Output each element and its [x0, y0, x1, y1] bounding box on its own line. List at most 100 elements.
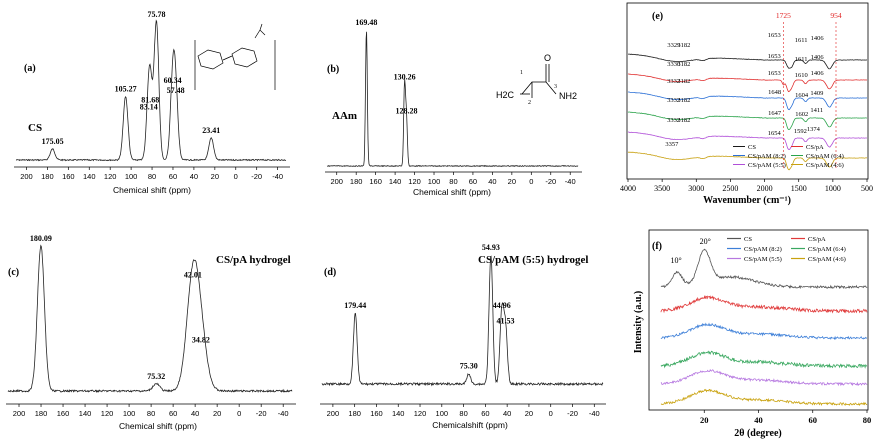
- x-tick-label: -20: [545, 177, 556, 186]
- x-tick-label: -40: [272, 172, 283, 181]
- panel-e-legend: CS CS/pA CS/pAM (8:2) CS/pAM (6:4) CS/pAM (5…: [733, 144, 844, 169]
- x-tick-label: 20: [211, 172, 219, 181]
- x-tick-label: 20: [700, 415, 709, 425]
- peak-label: 175.05: [42, 137, 64, 146]
- xrd-series-line: [660, 368, 868, 387]
- x-tick-label: 120: [408, 177, 421, 186]
- panel-b-nmr-aam: (b) AAm 200 180 160 140 120 100 80 60 40 20 0 -20 -4…: [325, 18, 582, 197]
- x-tick-label: 40: [191, 409, 199, 418]
- panel-a-nmr-cs: (a) CS 200 180 160 140 120 100 80 60 40 20 0 -20 -40…: [14, 10, 290, 195]
- peak-label: 44.96: [493, 301, 511, 310]
- panel-a-label: (a): [24, 63, 36, 74]
- peak-label: 57.48: [167, 86, 185, 95]
- panel-d-spectrum-line: [321, 255, 604, 387]
- legend-entry: CS/pAM (5:5): [744, 256, 782, 263]
- panel-b-label: (b): [327, 64, 339, 75]
- x-tick-label: 200: [327, 409, 340, 418]
- x-tick-label: 180: [348, 409, 361, 418]
- legend-entry: CS/pAM (6:4): [808, 246, 846, 253]
- panel-d-label: (d): [324, 267, 336, 278]
- ftir-band-label: 3182: [677, 97, 690, 104]
- peak-label: 130.26: [394, 72, 416, 81]
- legend-entry: CS/pAM (8:2): [744, 246, 782, 253]
- legend-entry: CS/pAM (4:6): [806, 162, 844, 169]
- panel-d-peak-labels: 179.44 75.30 54.93 44.96 41.53: [344, 243, 514, 371]
- panel-a-x-axis-title: Chemical shift (ppm): [113, 185, 191, 195]
- panel-e-label: (e): [652, 11, 663, 22]
- x-tick-label: 80: [147, 409, 155, 418]
- x-tick-label: 3500: [654, 184, 670, 193]
- panel-f-x-ticks: 20 40 60 80: [700, 410, 871, 425]
- legend-entry: CS/pAM (5:5): [748, 162, 786, 169]
- panel-f-peak-labels: 10° 20°: [671, 237, 711, 265]
- peak-label: 180.09: [30, 234, 52, 243]
- panel-c-peak-labels: 180.09 75.32 42.01 34.82: [30, 234, 210, 381]
- panel-e-x-axis-title: Wavenumber (cm⁻¹): [703, 195, 791, 206]
- panel-b-spectrum-line: [326, 31, 579, 168]
- x-tick-label: 60: [809, 415, 818, 425]
- acrylamide-structure-drawing: O NH2 H2C 1 2 3: [496, 53, 577, 106]
- x-tick-label: 500: [861, 184, 873, 193]
- panel-c-x-axis-title: Chemical shift (ppm): [119, 421, 197, 431]
- xrd-peak-label: 20°: [700, 237, 711, 246]
- x-tick-label: 20: [525, 409, 533, 418]
- x-tick-label: -20: [251, 172, 262, 181]
- x-tick-label: 120: [414, 409, 427, 418]
- ftir-band-label: 3332: [667, 117, 680, 124]
- struct-num-3: 3: [554, 84, 557, 90]
- panel-f-x-axis-title: 2θ (degree): [734, 428, 782, 439]
- ftir-band-label: 1611: [795, 56, 808, 63]
- chitosan-structure-drawing: [194, 23, 276, 90]
- x-tick-label: 120: [104, 172, 117, 181]
- panel-c-spectrum-line: [7, 244, 293, 394]
- ftir-band-label: 1592: [794, 128, 807, 135]
- x-tick-label: 40: [503, 409, 511, 418]
- peak-label: 54.93: [482, 243, 500, 252]
- x-tick-label: 100: [428, 177, 441, 186]
- struct-h2c-label: H2C: [496, 90, 515, 100]
- x-tick-label: 1000: [825, 184, 841, 193]
- ftir-highlight-label: 1725: [776, 11, 791, 20]
- legend-entry: CS/pAM (4:6): [808, 256, 846, 263]
- xrd-series-line: [660, 388, 868, 407]
- ftir-band-label: 1409: [810, 90, 823, 97]
- x-tick-label: 100: [125, 172, 138, 181]
- panel-f-xrd: (f) 20 40 60 80 2θ (degree) Intensity (a.u.…: [633, 229, 871, 439]
- x-tick-label: 2000: [757, 184, 773, 193]
- ftir-series-line: [628, 73, 868, 93]
- panel-d-x-axis-title: Chemicalshift (ppm): [432, 420, 508, 430]
- legend-entry: CS/pA: [808, 236, 826, 243]
- panel-a-sample-label: CS: [28, 122, 42, 134]
- x-tick-label: 180: [41, 172, 54, 181]
- ftir-band-label: 1653: [768, 70, 781, 77]
- x-tick-label: -20: [256, 409, 267, 418]
- panel-b-peak-labels: 169.48 130.26 128.28: [355, 18, 417, 115]
- panel-e-spectra: 1725 954: [627, 11, 868, 171]
- ftir-band-label: 3182: [677, 61, 690, 68]
- panel-b-sample-label: AAm: [332, 110, 357, 122]
- ftir-series-line: [628, 53, 868, 70]
- x-tick-label: 0: [234, 172, 238, 181]
- x-tick-label: 160: [370, 409, 383, 418]
- struct-num-1: 1: [520, 70, 523, 76]
- x-tick-label: 60: [169, 172, 177, 181]
- legend-entry: CS/pA: [806, 144, 824, 151]
- peak-label: 75.32: [147, 372, 165, 381]
- panel-f-y-axis-title: Intensity (a.u.): [633, 291, 644, 354]
- x-tick-label: 80: [459, 409, 467, 418]
- ftir-band-label: 3357: [665, 141, 679, 148]
- panel-c-nmr-cs-pa: (c) CS/pA hydrogel 200 180 160 140 120 100 80 6…: [6, 234, 296, 431]
- xrd-peak-label: 10°: [671, 256, 682, 265]
- panel-d-nmr-cs-pam: (d) CS/pAM (5:5) hydrogel 200 180 160 140 12…: [320, 243, 606, 430]
- ftir-band-label: 1654: [768, 130, 782, 137]
- panel-e-frame: [626, 2, 869, 180]
- panel-d-x-ticks: 200 180 160 140 120 100 80 60 40 20 0 -20 -40: [327, 404, 600, 418]
- x-tick-label: 2500: [722, 184, 738, 193]
- peak-label: 42.01: [184, 270, 202, 279]
- legend-entry: CS/pAM (6:4): [806, 153, 844, 160]
- x-tick-label: 80: [863, 415, 872, 425]
- ftir-series-line: [628, 151, 868, 171]
- peak-label: 41.53: [496, 317, 514, 326]
